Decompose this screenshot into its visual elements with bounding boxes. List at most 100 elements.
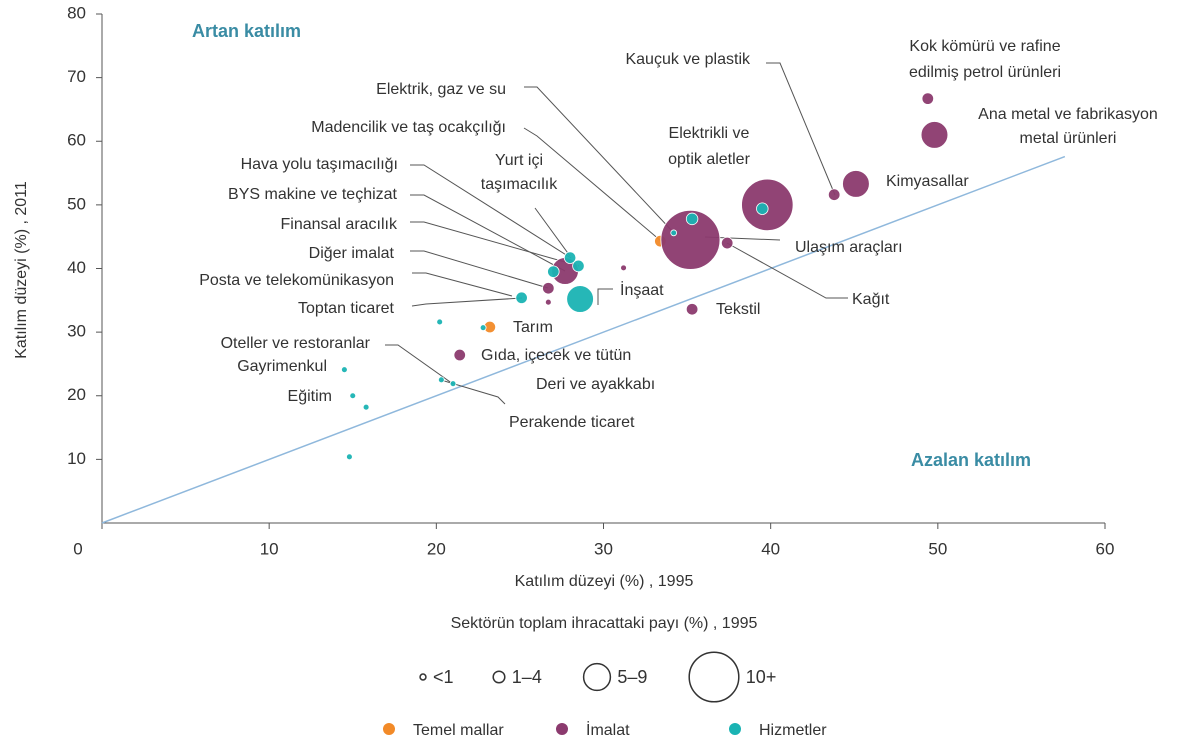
y-tick-label: 20	[67, 385, 86, 404]
size-legend-circle	[419, 673, 427, 681]
annotation: Tarım	[513, 319, 553, 336]
bubble	[660, 209, 721, 270]
bubble	[670, 229, 678, 237]
y-tick-label: 70	[67, 67, 86, 86]
x-tick-label: 20	[427, 539, 446, 558]
annotation: Hava yolu taşımacılığı	[241, 156, 398, 173]
legend-label: İmalat	[586, 720, 630, 739]
legend-marker	[556, 723, 568, 735]
leader-line	[440, 379, 506, 405]
bubble	[756, 202, 769, 215]
annotation: Kok kömürü ve rafine	[909, 38, 1060, 55]
x-tick-label: 50	[928, 539, 947, 558]
bubble	[453, 348, 466, 362]
bubble	[547, 265, 560, 278]
bubble	[620, 264, 627, 272]
size-legend-label: 10+	[746, 667, 777, 687]
y-tick-label: 60	[67, 131, 86, 150]
leader-line	[411, 297, 523, 307]
legend-marker	[383, 723, 395, 735]
bubble	[544, 298, 552, 306]
bubble	[721, 236, 734, 250]
bubble	[685, 303, 699, 316]
x-tick-label: 30	[594, 539, 613, 558]
annotation: İnşaat	[620, 280, 664, 299]
leader-line	[523, 127, 662, 242]
bubble	[741, 178, 794, 232]
leader-line	[410, 250, 549, 289]
annotation: Diğer imalat	[309, 245, 395, 262]
annotation: Ulaşım araçları	[795, 239, 903, 256]
x-axis-label: Katılım düzeyi (%) , 1995	[515, 573, 694, 590]
legend-marker	[729, 723, 741, 735]
bubble	[515, 291, 528, 304]
annotation: Yurt içi	[495, 152, 543, 169]
leader-line	[410, 164, 572, 259]
annotation: Perakende ticaret	[509, 414, 635, 431]
x-tick-label: 10	[260, 539, 279, 558]
region-label: Artan katılım	[192, 21, 301, 41]
leader-line	[524, 86, 675, 234]
annotation: Kimyasallar	[886, 173, 969, 190]
bubble	[572, 259, 585, 273]
bubble	[449, 380, 457, 388]
leader-line	[766, 62, 836, 196]
annotation: Finansal aracılık	[281, 216, 398, 233]
bubble	[479, 324, 487, 332]
annotation: Posta ve telekomünikasyon	[199, 272, 394, 289]
x-tick-label: 0	[73, 539, 82, 558]
size-legend-circle	[688, 651, 740, 703]
region-label: Azalan katılım	[911, 450, 1031, 470]
bubble	[349, 392, 357, 400]
bubble	[921, 92, 935, 105]
leader-line	[385, 344, 454, 385]
y-tick-label: 10	[67, 449, 86, 468]
annotation: Elektrik, gaz ve su	[376, 81, 506, 98]
legend-label: Temel mallar	[413, 722, 504, 739]
annotation: metal ürünleri	[1020, 130, 1117, 147]
annotation: Tekstil	[716, 301, 760, 318]
bubble	[542, 282, 555, 295]
leader-line	[412, 272, 513, 297]
y-tick-label: 80	[67, 3, 86, 22]
bubble	[436, 318, 444, 326]
bubble	[346, 453, 353, 461]
bubble	[437, 376, 445, 384]
annotation: taşımacılık	[481, 176, 558, 193]
leader-line	[726, 242, 848, 299]
annotation: Ana metal ve fabrikasyon	[978, 106, 1158, 123]
size-legend-label: 1–4	[512, 667, 542, 687]
legend-label: Hizmetler	[759, 722, 827, 739]
annotation: Kağıt	[852, 291, 890, 308]
annotation: Oteller ve restoranlar	[221, 335, 371, 352]
annotation: Madencilik ve taş ocakçılığı	[311, 119, 506, 136]
bubble	[563, 251, 577, 264]
annotation: Gayrimenkul	[237, 358, 327, 375]
size-legend-circle	[492, 670, 506, 684]
y-tick-label: 30	[67, 322, 86, 341]
annotation: BYS makine ve teçhizat	[228, 186, 398, 203]
size-legend-label: <1	[433, 667, 454, 687]
leader-line	[410, 194, 566, 272]
annotation: optik aletler	[668, 151, 750, 168]
y-tick-label: 50	[67, 194, 86, 213]
annotation: Gıda, içecek ve tütün	[481, 347, 631, 364]
x-tick-label: 60	[1096, 539, 1115, 558]
size-legend-circle	[582, 662, 612, 692]
annotation: Eğitim	[288, 388, 332, 405]
annotation: Toptan ticaret	[298, 300, 395, 317]
annotation: edilmiş petrol ürünleri	[909, 64, 1061, 81]
bubble	[685, 212, 699, 226]
size-legend-title: Sektörün toplam ihracattaki payı (%) , 1…	[451, 615, 758, 632]
bubble	[920, 121, 949, 149]
bubble	[341, 366, 348, 374]
y-tick-label: 40	[67, 258, 86, 277]
leader-line	[534, 207, 571, 257]
x-tick-label: 40	[761, 539, 780, 558]
bubble	[842, 170, 870, 198]
annotation: Elektrikli ve	[669, 125, 750, 142]
bubble	[827, 188, 841, 201]
leader-line	[597, 288, 613, 305]
size-legend-label: 5–9	[617, 667, 647, 687]
